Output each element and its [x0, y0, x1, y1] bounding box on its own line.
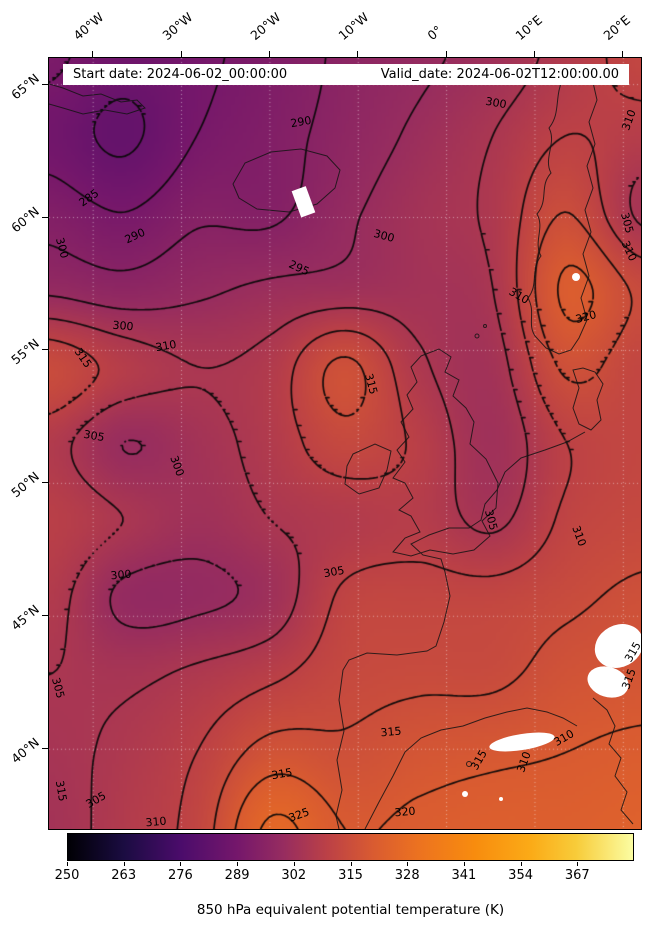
colorbar-tick-label: 263 [111, 868, 137, 883]
contour-label: 315 [619, 666, 639, 692]
lon-tick-label: 40°W [70, 9, 107, 44]
contour-label: 310 [154, 337, 178, 355]
colorbar-tick-label: 354 [508, 868, 534, 883]
lat-tickmark [42, 216, 48, 218]
colorbar-tick-labels: 250 263 276 289 302 315 328 341 354 367 [55, 868, 634, 886]
contour-label: 305 [82, 427, 106, 445]
lat-tick-label: 55°N [8, 335, 42, 368]
colorbar-tick-label: 315 [338, 868, 363, 883]
contour-label: 310 [569, 523, 589, 549]
colorbar-tickmark [520, 862, 522, 866]
lat-tickmark [42, 482, 48, 484]
colorbar-tickmark [463, 862, 465, 866]
colorbar-tick-label: 250 [54, 868, 80, 883]
start-date-label: Start date: 2024-06-02_00:00:00 [73, 67, 288, 82]
lat-tick-label: 45°N [8, 601, 42, 634]
lon-tick-label: 30°W [158, 9, 195, 44]
lon-tick-label: 20°W [247, 9, 284, 44]
contour-label: 300 [111, 318, 135, 334]
lon-tickmark [92, 51, 94, 57]
contour-label: 305 [322, 563, 346, 581]
contour-label: 305 [83, 789, 109, 811]
contour-label: 300 [109, 567, 133, 583]
lon-tickmark [533, 51, 535, 57]
contour-label: 290 [122, 225, 148, 247]
contour-label: 315 [270, 765, 294, 783]
lon-tickmark [268, 51, 270, 57]
colorbar-tickmark [180, 862, 182, 866]
lat-tick-label: 65°N [8, 70, 42, 102]
contour-label: 315 [362, 372, 380, 396]
map-axes: 310 300 290 285 290 295 300 300 310 305 310 320 300 3… [48, 57, 642, 830]
contour-label: 315 [468, 747, 490, 773]
lon-tickmark [445, 51, 447, 57]
title-strip: Start date: 2024-06-02_00:00:00 Valid_da… [63, 64, 629, 85]
contour-label: 315 [52, 779, 70, 803]
contour-label: 305 [482, 508, 500, 532]
colorbar-caption: 850 hPa equivalent potential temperature… [196, 902, 505, 918]
contour-label: 285 [76, 186, 102, 210]
contour-labels-layer: 310 300 290 285 290 295 300 300 310 305 310 320 300 3… [49, 58, 641, 829]
contour-label: 310 [618, 238, 640, 264]
lon-tick-label: 10°E [512, 12, 545, 43]
contour-label: 315 [622, 639, 642, 665]
contour-label: 310 [514, 749, 534, 775]
contour-label: 305 [618, 211, 636, 235]
contour-label: 310 [619, 107, 639, 133]
contour-label: 310 [551, 727, 577, 749]
lon-tickmark [622, 51, 624, 57]
contour-label: 315 [379, 724, 403, 740]
colorbar-gradient [67, 833, 634, 861]
lon-tick-label: 0° [423, 22, 445, 43]
lat-tickmark [42, 349, 48, 351]
colorbar-tick-label: 302 [281, 868, 307, 883]
colorbar-tickmarks [67, 862, 634, 867]
lat-tick-label: 40°N [8, 734, 42, 767]
lat-tick-label: 60°N [8, 203, 42, 235]
contour-label: 315 [71, 345, 95, 371]
contour-label: 295 [286, 257, 312, 279]
contour-label: 300 [167, 453, 187, 479]
lat-tickmark [42, 615, 48, 617]
colorbar-tickmark [237, 862, 239, 866]
colorbar-tick-label: 367 [564, 868, 590, 883]
colorbar-tick-label: 328 [394, 868, 420, 883]
lat-tickmark [42, 83, 48, 85]
lat-tick-label: 50°N [8, 468, 42, 501]
contour-label: 325 [286, 805, 312, 825]
contour-label: 310 [144, 814, 168, 830]
contour-label: 320 [574, 308, 598, 326]
lon-tick-label: 10°W [335, 9, 372, 44]
contour-label: 300 [53, 236, 71, 260]
colorbar-tick-label: 341 [451, 868, 477, 883]
lon-tick-label: 20°E [600, 12, 634, 43]
contour-label: 305 [49, 676, 67, 700]
contour-label: 310 [506, 285, 532, 307]
colorbar-tickmark [577, 862, 579, 866]
lon-tickmark [180, 51, 182, 57]
contour-label: 320 [393, 804, 417, 820]
contour-label: 300 [372, 227, 396, 245]
colorbar-tickmark [350, 862, 352, 866]
colorbar-tickmark [407, 862, 409, 866]
lat-tickmark [42, 748, 48, 750]
contour-label: 290 [289, 113, 313, 131]
colorbar-tickmark [123, 862, 125, 866]
colorbar-tick-label: 289 [224, 868, 250, 883]
colorbar-tickmark [67, 862, 68, 866]
contour-label: 300 [484, 94, 508, 112]
valid-date-label: Valid_date: 2024-06-02T12:00:00.00 [380, 67, 619, 82]
colorbar-tick-label: 276 [167, 868, 193, 883]
colorbar-tickmark [293, 862, 295, 866]
lon-tickmark [357, 51, 359, 57]
